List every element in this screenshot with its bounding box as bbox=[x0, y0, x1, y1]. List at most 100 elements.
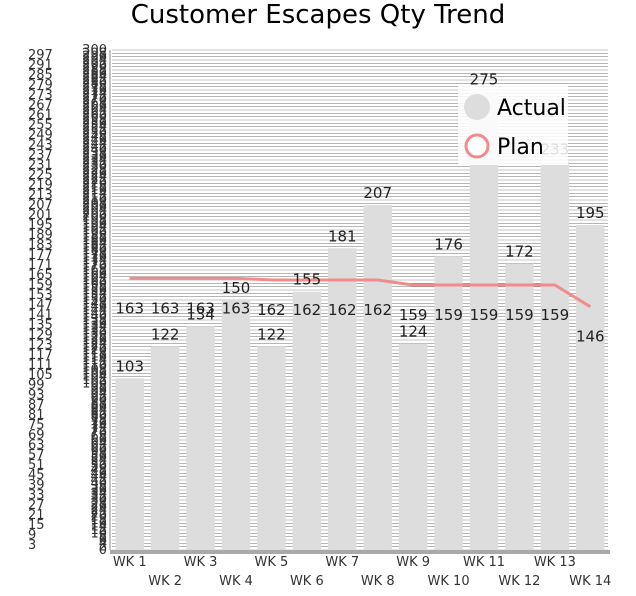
bar-actual bbox=[292, 291, 322, 550]
y-tick-label-outer: 75 bbox=[28, 418, 45, 433]
y-tick-label-outer: 231 bbox=[28, 158, 53, 173]
y-tick-label: 278 bbox=[82, 80, 107, 95]
y-tick-label: 268 bbox=[82, 96, 107, 111]
y-tick-label: 260 bbox=[82, 110, 107, 125]
data-label-plan: 163 bbox=[222, 299, 251, 317]
legend-actual-label: Actual bbox=[497, 96, 566, 121]
y-tick-label: 108 bbox=[82, 363, 107, 378]
y-tick-label: 182 bbox=[82, 240, 107, 255]
y-tick-label: 258 bbox=[82, 113, 107, 128]
y-tick-label: 74 bbox=[90, 420, 107, 435]
y-tick-label: 54 bbox=[90, 453, 107, 468]
y-tick-label: 130 bbox=[82, 326, 107, 341]
y-tick-label: 192 bbox=[82, 223, 107, 238]
y-tick-label-outer: 267 bbox=[28, 98, 53, 113]
y-tick-label: 290 bbox=[82, 60, 107, 75]
legend-plan-swatch bbox=[464, 133, 490, 159]
data-label-actual: 122 bbox=[257, 326, 286, 344]
y-tick-label: 248 bbox=[82, 130, 107, 145]
legend-actual-swatch bbox=[464, 94, 490, 120]
x-tick-label: WK 1 bbox=[113, 555, 147, 570]
y-tick-label-outer: 141 bbox=[28, 308, 53, 323]
y-tick-label-outer: 225 bbox=[28, 168, 53, 183]
y-tick-label: 28 bbox=[90, 496, 107, 511]
y-tick-label: 50 bbox=[90, 460, 107, 475]
y-tick-label: 48 bbox=[90, 463, 107, 478]
y-tick-label: 254 bbox=[82, 120, 107, 135]
y-tick-label: 82 bbox=[90, 406, 107, 421]
y-tick-label: 158 bbox=[82, 280, 107, 295]
y-tick-label-outer: 165 bbox=[28, 268, 53, 283]
y-tick-label: 218 bbox=[82, 180, 107, 195]
y-tick-label: 138 bbox=[82, 313, 107, 328]
y-tick-label: 166 bbox=[82, 266, 107, 281]
y-tick-label: 256 bbox=[82, 116, 107, 131]
y-tick-label: 150 bbox=[82, 293, 107, 308]
y-tick-label: 6 bbox=[99, 533, 107, 548]
y-tick-label-outer: 9 bbox=[28, 528, 36, 543]
data-label-actual: 124 bbox=[399, 322, 428, 340]
data-label-plan: 163 bbox=[186, 299, 215, 317]
y-tick-label: 162 bbox=[82, 273, 107, 288]
y-tick-label: 266 bbox=[82, 100, 107, 115]
y-tick-label-outer: 213 bbox=[28, 188, 53, 203]
bar-actual bbox=[469, 91, 499, 551]
y-tick-label-outer: 135 bbox=[28, 318, 53, 333]
data-label-actual: 181 bbox=[328, 227, 357, 245]
y-tick-label: 16 bbox=[90, 516, 107, 531]
x-tick-label: WK 8 bbox=[361, 574, 395, 589]
x-tick-label: WK 9 bbox=[396, 555, 430, 570]
y-tick-label-outer: 111 bbox=[28, 358, 53, 373]
y-tick-label: 20 bbox=[90, 510, 107, 525]
y-tick-label: 228 bbox=[82, 163, 107, 178]
y-tick-label: 40 bbox=[90, 476, 107, 491]
y-tick-label: 198 bbox=[82, 213, 107, 228]
data-label-actual: 207 bbox=[363, 184, 392, 202]
y-tick-label: 8 bbox=[99, 530, 107, 545]
plan-line bbox=[129, 276, 592, 308]
y-tick-label: 184 bbox=[82, 236, 107, 251]
y-tick-label: 276 bbox=[82, 83, 107, 98]
y-tick-label: 148 bbox=[82, 296, 107, 311]
y-tick-label: 200 bbox=[82, 210, 107, 225]
y-tick-label-outer: 81 bbox=[28, 408, 45, 423]
y-tick-label: 136 bbox=[82, 316, 107, 331]
y-tick-label: 10 bbox=[90, 526, 107, 541]
y-tick-label: 84 bbox=[90, 403, 107, 418]
y-tick-label: 18 bbox=[90, 513, 107, 528]
y-tick-label: 216 bbox=[82, 183, 107, 198]
y-tick-label: 60 bbox=[90, 443, 107, 458]
data-label-plan: 162 bbox=[293, 301, 322, 319]
y-tick-label: 22 bbox=[90, 506, 107, 521]
y-tick-label: 262 bbox=[82, 106, 107, 121]
legend-plan-label: Plan bbox=[497, 135, 544, 160]
y-tick-label: 244 bbox=[82, 136, 107, 151]
y-tick-label: 98 bbox=[90, 380, 107, 395]
y-tick-label: 210 bbox=[82, 193, 107, 208]
y-tick-label: 196 bbox=[82, 216, 107, 231]
bar-actual bbox=[221, 300, 251, 550]
y-tick-label: 2 bbox=[99, 540, 107, 555]
y-tick-label: 80 bbox=[90, 410, 107, 425]
bar-actual bbox=[434, 256, 463, 550]
y-tick-label: 294 bbox=[82, 53, 107, 68]
y-tick-label-outer: 279 bbox=[28, 78, 53, 93]
y-tick-label: 86 bbox=[90, 400, 107, 415]
y-tick-label: 56 bbox=[90, 450, 107, 465]
y-tick-label: 132 bbox=[82, 323, 107, 338]
y-tick-label: 288 bbox=[82, 63, 107, 78]
x-tick-label: WK 10 bbox=[428, 574, 470, 589]
y-tick-label: 90 bbox=[90, 393, 107, 408]
y-tick-label: 14 bbox=[90, 520, 107, 535]
y-tick-label: 104 bbox=[82, 370, 107, 385]
y-tick-label: 250 bbox=[82, 126, 107, 141]
y-tick-label-outer: 159 bbox=[28, 278, 53, 293]
y-tick-label-outer: 261 bbox=[28, 108, 53, 123]
y-tick-label-outer: 249 bbox=[28, 128, 53, 143]
data-label-plan: 163 bbox=[151, 299, 180, 317]
y-tick-label-outer: 39 bbox=[28, 478, 45, 493]
y-tick-label: 46 bbox=[90, 466, 107, 481]
x-tick-label: WK 3 bbox=[184, 555, 218, 570]
y-tick-label: 72 bbox=[90, 423, 107, 438]
y-tick-label: 242 bbox=[82, 140, 107, 155]
